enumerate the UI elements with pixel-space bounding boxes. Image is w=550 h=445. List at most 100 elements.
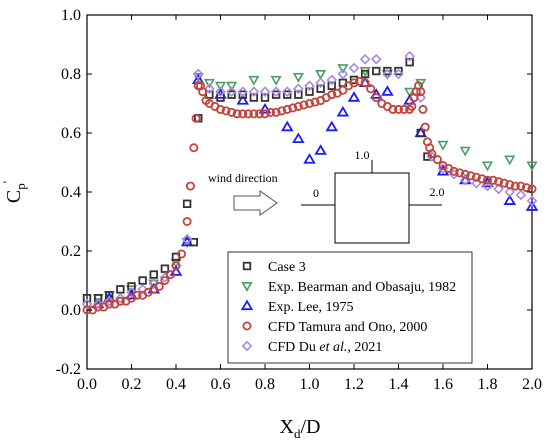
- data-point: [383, 66, 392, 76]
- data-point: [177, 249, 187, 259]
- data-point: [449, 166, 459, 176]
- y-tick-label: -0.2: [56, 361, 81, 378]
- data-point: [366, 84, 376, 94]
- data-point: [326, 74, 338, 86]
- x-tick-label: 1.6: [433, 376, 453, 393]
- data-point: [516, 181, 526, 191]
- data-point: [477, 174, 487, 184]
- data-point: [347, 91, 361, 102]
- data-point: [416, 128, 425, 138]
- label-0: 0: [313, 186, 319, 200]
- y-tick-label: 0.4: [61, 184, 81, 201]
- data-point: [93, 302, 103, 312]
- data-point: [393, 68, 404, 80]
- data-point: [214, 81, 227, 92]
- data-point: [521, 183, 531, 193]
- data-point: [282, 104, 292, 114]
- data-point: [404, 87, 416, 98]
- data-point: [181, 233, 193, 245]
- geometry-annotation: wind direction 0 1.0 2.0: [208, 148, 445, 244]
- data-point: [148, 278, 160, 289]
- data-point: [237, 86, 249, 98]
- data-point: [388, 104, 398, 114]
- data-point: [227, 107, 237, 117]
- data-point: [504, 186, 516, 198]
- data-point: [126, 286, 137, 298]
- data-point: [185, 181, 195, 191]
- data-point: [238, 109, 248, 119]
- x-tick-label: 0.0: [77, 376, 97, 393]
- data-point: [293, 101, 303, 111]
- data-point: [226, 86, 237, 98]
- data-point: [81, 298, 93, 310]
- data-point: [418, 104, 428, 114]
- data-point: [115, 292, 126, 304]
- data-point: [280, 120, 294, 132]
- data-point: [466, 171, 476, 181]
- data-point: [154, 281, 164, 291]
- data-point: [337, 64, 349, 74]
- data-point: [515, 189, 527, 201]
- data-point: [526, 195, 538, 207]
- data-point: [260, 109, 270, 119]
- data-point: [471, 172, 481, 182]
- data-point: [316, 84, 325, 93]
- data-point: [137, 284, 148, 295]
- legend-box: [227, 251, 473, 364]
- data-point: [415, 78, 427, 89]
- data-point: [226, 81, 238, 92]
- data-point: [304, 80, 315, 92]
- data-point: [437, 140, 449, 151]
- square-body: [334, 172, 410, 244]
- data-point: [315, 77, 326, 89]
- data-point: [169, 265, 183, 276]
- y-axis-title: Cp': [0, 181, 28, 203]
- data-point: [82, 293, 92, 303]
- data-point: [325, 120, 339, 132]
- data-point: [488, 175, 498, 185]
- data-point: [499, 178, 509, 188]
- data-point: [116, 285, 125, 294]
- data-point: [407, 101, 417, 111]
- data-point: [416, 87, 426, 97]
- data-point: [420, 122, 430, 132]
- data-point: [372, 66, 381, 76]
- data-point: [305, 87, 314, 96]
- y-tick-label: 0.6: [61, 125, 81, 142]
- data-point: [459, 146, 471, 157]
- data-point: [482, 175, 492, 185]
- data-point: [204, 83, 215, 95]
- data-point: [503, 194, 517, 205]
- legend-marker: [242, 261, 252, 271]
- legend-markers: [240, 261, 254, 352]
- x-tick-label: 0.2: [122, 376, 142, 393]
- data-point: [260, 93, 270, 102]
- x-tick-label: 0.6: [211, 376, 231, 393]
- data-point: [221, 106, 231, 116]
- legend: Case 3 Exp. Bearman and Obasaju, 1982 Ex…: [227, 251, 473, 364]
- data-point: [288, 103, 298, 113]
- legend-marker: [241, 281, 253, 292]
- data-point: [481, 161, 494, 172]
- data-point: [381, 85, 394, 96]
- data-point: [482, 180, 493, 192]
- legend-marker: [241, 340, 253, 352]
- data-point: [236, 94, 250, 105]
- data-point: [314, 144, 327, 155]
- data-point: [160, 275, 170, 285]
- data-point: [189, 143, 199, 153]
- legend-marker: [242, 321, 252, 331]
- data-point: [370, 53, 382, 65]
- data-point: [215, 104, 225, 114]
- label-2-0: 2.0: [430, 185, 445, 199]
- data-point: [243, 109, 253, 119]
- data-point: [270, 75, 282, 86]
- data-point: [327, 81, 336, 90]
- data-point: [359, 53, 371, 65]
- data-point: [494, 177, 504, 187]
- data-point: [336, 105, 350, 117]
- data-point: [394, 66, 403, 76]
- data-point: [254, 109, 264, 119]
- data-point: [292, 72, 304, 83]
